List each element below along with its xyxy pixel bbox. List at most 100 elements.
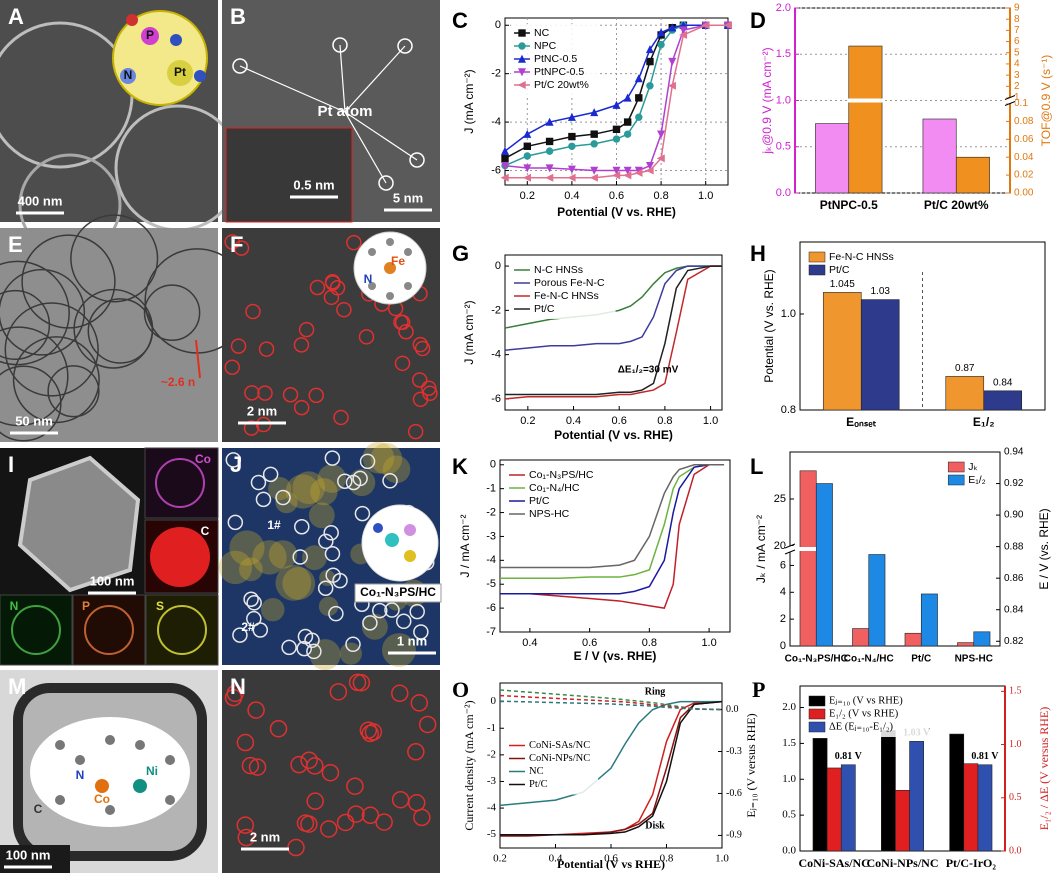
decoration	[246, 595, 262, 611]
x-tick-label: 0.8	[653, 190, 668, 202]
decoration	[224, 359, 241, 375]
decoration	[296, 814, 315, 832]
x-tick-label: NPS-HC	[955, 654, 993, 665]
chart: 0 -2 -4 -6 J (mA cm⁻²) Potential (V vs. RHE) G…	[452, 241, 723, 442]
y2-tick-label: 0.06	[1014, 134, 1034, 145]
decoration	[404, 550, 416, 562]
plot-frame	[499, 459, 731, 633]
decoration	[126, 14, 138, 26]
panel-letter: I	[8, 452, 14, 477]
bar	[973, 631, 991, 647]
legend-label: Jₖ	[968, 461, 978, 473]
y2-axis-label: Eⱼ₌₁₀ (V versus RHE)	[744, 713, 758, 817]
image-label: S	[156, 599, 164, 613]
x-tick-label: Co₁-N₃PS/HC	[785, 654, 848, 665]
data-point	[523, 129, 532, 138]
decoration	[361, 613, 388, 640]
data-point	[667, 81, 676, 90]
decoration	[394, 314, 411, 331]
x-tick-label: 0.8	[657, 415, 672, 427]
y-tick-label: 0	[491, 695, 497, 707]
y-axis-label: Jₖ / mA cm⁻²	[754, 515, 768, 583]
axis-break	[1005, 97, 1015, 104]
scale-bar-label: 2 nm	[250, 829, 280, 844]
y-tick-label: -5	[487, 828, 497, 840]
legend-swatch	[808, 708, 826, 720]
data-point	[568, 142, 576, 150]
decoration	[302, 545, 327, 571]
y-tick-label: 0.5	[782, 809, 796, 821]
x-tick-label: 0.6	[609, 190, 624, 202]
bar	[945, 376, 985, 411]
y-tick-label: 6	[780, 559, 786, 571]
decoration	[112, 10, 208, 106]
decoration	[17, 455, 141, 593]
decoration	[269, 719, 288, 738]
y-axis-label: J (mA cm⁻²)	[462, 300, 476, 364]
decoration	[281, 639, 297, 656]
y-tick-label: 4	[780, 586, 786, 598]
legend-marker	[517, 54, 527, 63]
decoration	[414, 340, 431, 357]
decoration	[120, 68, 136, 84]
micrograph	[0, 228, 218, 442]
decoration	[361, 806, 380, 825]
decoration	[328, 605, 344, 622]
x-axis-label: Potential (V vs. RHE)	[554, 428, 673, 442]
decoration	[339, 642, 363, 665]
x-tick-label: 1.0	[701, 637, 716, 649]
decoration	[282, 387, 299, 403]
y2-tick-label: -0.9	[726, 830, 742, 841]
decoration	[320, 820, 338, 838]
x-axis-label: Potential (V vs. RHE)	[557, 205, 676, 219]
panel-letter: O	[452, 677, 469, 702]
decoration	[412, 336, 429, 353]
chart: 0.8 1.0 Potential (V vs. RHE) H Eₒₙₛₑₜ E₁/₂ 1.…	[750, 241, 1046, 429]
decoration	[310, 478, 338, 506]
decoration	[194, 70, 206, 82]
decoration	[395, 613, 412, 630]
y2-tick-label: 1	[1014, 92, 1020, 103]
decoration	[375, 813, 393, 831]
decoration	[157, 605, 207, 655]
x-tick-label: 0.4	[549, 853, 563, 865]
decoration	[361, 504, 439, 582]
data-point	[567, 165, 576, 174]
decoration	[318, 533, 334, 550]
decoration	[404, 248, 412, 256]
decoration	[0, 260, 70, 366]
decoration	[333, 409, 349, 426]
data-point	[590, 166, 599, 175]
legend-swatch	[808, 251, 826, 263]
data-point	[623, 93, 632, 102]
decoration	[293, 337, 310, 353]
panel-letter: F	[230, 232, 243, 257]
line-series	[505, 265, 722, 396]
y-tick-label: 1.5	[782, 737, 796, 749]
axis-break	[1004, 95, 1016, 100]
scale-bar-label: 1 nm	[397, 633, 427, 648]
image-label: Ni	[146, 764, 158, 778]
data-point	[646, 82, 654, 90]
decoration	[317, 580, 334, 597]
x-tick-label: Pt/C	[911, 654, 931, 665]
decoration	[418, 715, 437, 734]
decoration	[407, 743, 425, 761]
decoration	[348, 673, 367, 692]
data-point	[679, 30, 688, 39]
data-point	[545, 173, 554, 182]
data-point	[623, 130, 632, 138]
y2-tick-label: -0.3	[726, 746, 742, 757]
x-tick-label: 0.2	[520, 190, 535, 202]
decoration	[345, 636, 361, 653]
panel-letter: A	[8, 4, 24, 29]
y2-tick-label: 5	[1014, 47, 1020, 58]
data-point	[612, 135, 621, 143]
y-tick-label: 0	[780, 640, 786, 652]
decoration	[150, 527, 210, 587]
legend-label: Fe-N-C HNSs	[534, 290, 599, 302]
data-point	[545, 164, 554, 173]
decoration	[268, 540, 298, 569]
y-tick-label: 20	[774, 540, 786, 552]
y-tick-label: 1.0	[776, 94, 791, 106]
